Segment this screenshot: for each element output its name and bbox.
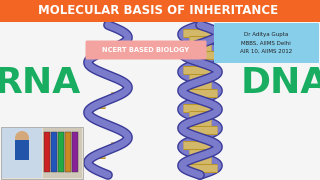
Bar: [1, 127, 83, 179]
Bar: [0, 0, 320, 22]
Bar: [65, 132, 71, 172]
Text: MOLECULAR BASIS OF INHERITANCE: MOLECULAR BASIS OF INHERITANCE: [38, 4, 278, 17]
Bar: [2, 128, 42, 178]
Bar: [44, 132, 50, 172]
Bar: [43, 128, 82, 178]
FancyBboxPatch shape: [85, 40, 206, 60]
Bar: [15, 140, 29, 160]
Circle shape: [15, 131, 29, 145]
Bar: [58, 132, 64, 172]
Bar: [72, 132, 78, 172]
Text: NCERT BASED BIOLOGY: NCERT BASED BIOLOGY: [102, 47, 189, 53]
Text: Dr Aditya Gupta
MBBS, AIIMS Delhi
AIR 10, AIIMS 2012: Dr Aditya Gupta MBBS, AIIMS Delhi AIR 10…: [240, 32, 292, 54]
Text: RNA: RNA: [0, 66, 81, 100]
FancyBboxPatch shape: [214, 23, 319, 63]
Text: DNA: DNA: [241, 66, 320, 100]
Bar: [51, 132, 57, 172]
